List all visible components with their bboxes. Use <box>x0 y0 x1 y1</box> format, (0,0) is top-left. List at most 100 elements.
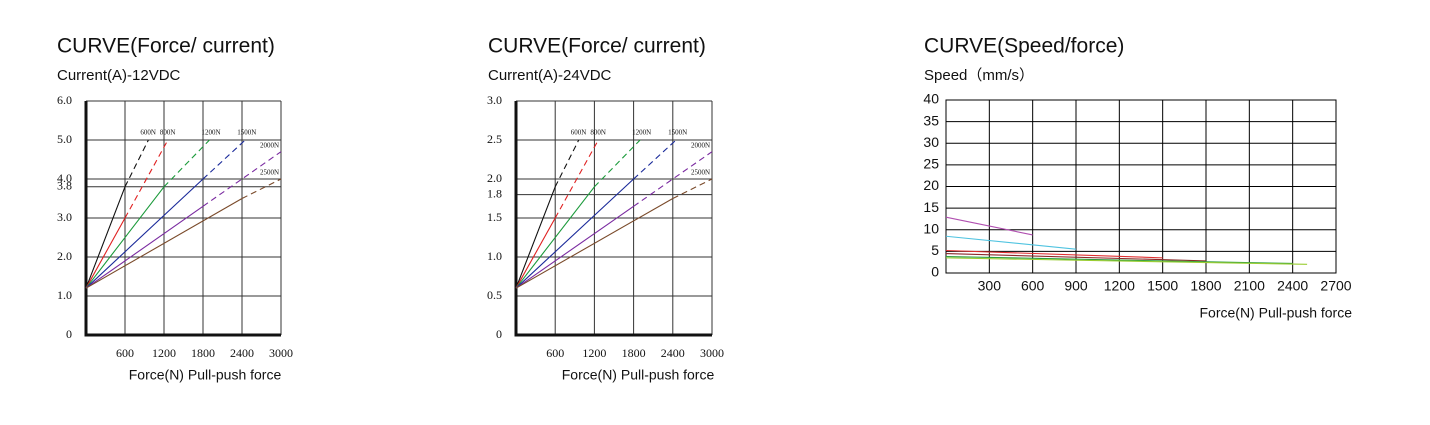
chart: CURVE(Speed/force) Speed（mm/s） Force(N) Pu… <box>923 35 1352 321</box>
series-line <box>163 139 210 188</box>
series-line <box>515 186 595 289</box>
x-axis-label: Force(N) Pull-push force <box>129 367 282 383</box>
series-line <box>85 205 204 289</box>
x-tick-label: 600 <box>1021 278 1045 294</box>
series-line <box>945 235 1077 250</box>
y-tick-label: 0 <box>931 264 939 280</box>
series-label: 2000N <box>691 141 710 149</box>
chart-title: CURVE(Force/ current) <box>488 35 706 58</box>
chart: CURVE(Force/ current) Current(A)-12VDC For… <box>57 35 293 383</box>
chart-subtitle: Speed（mm/s） <box>924 67 1034 84</box>
series-line <box>202 139 246 180</box>
series-line <box>85 186 165 289</box>
series-label: 2000N <box>260 141 279 149</box>
y-tick-label: 2.0 <box>487 171 502 185</box>
series-line <box>945 216 1033 236</box>
x-tick-label: 600 <box>546 346 564 360</box>
series-line <box>124 139 149 188</box>
y-tick-label: 20 <box>923 177 939 193</box>
y-tick-label: 3.0 <box>487 93 502 107</box>
series-label: 1500N <box>668 129 687 137</box>
chart: CURVE(Force/ current) Current(A)-24VDC For… <box>487 35 724 383</box>
series-line <box>633 151 713 207</box>
x-tick-label: 3000 <box>269 346 293 360</box>
series-line <box>515 217 556 289</box>
series-label: 1200N <box>202 129 221 137</box>
x-tick-label: 2100 <box>1234 278 1265 294</box>
x-tick-label: 1200 <box>152 346 176 360</box>
series-line <box>945 256 1293 265</box>
chart-title: CURVE(Force/ current) <box>57 35 275 58</box>
x-tick-label: 2400 <box>661 346 685 360</box>
series-label: 600N <box>140 129 156 137</box>
series-line <box>945 257 1308 265</box>
x-tick-label: 1800 <box>1190 278 1221 294</box>
y-tick-label: 3.8 <box>57 179 72 193</box>
series-line <box>202 151 282 207</box>
y-tick-label: 15 <box>923 199 939 215</box>
y-tick-label: 0 <box>496 327 502 341</box>
x-tick-label: 3000 <box>700 346 724 360</box>
series-label: 1500N <box>237 129 256 137</box>
series-line <box>515 178 634 289</box>
series-label: 800N <box>160 129 176 137</box>
series-line <box>554 139 599 219</box>
y-tick-label: 2.5 <box>487 132 502 146</box>
x-tick-label: 900 <box>1064 278 1088 294</box>
series-label: 600N <box>571 129 587 137</box>
series-line <box>554 139 580 188</box>
series-line <box>124 139 169 219</box>
y-tick-label: 2.0 <box>57 249 72 263</box>
y-tick-label: 40 <box>923 91 939 107</box>
series-line <box>515 205 634 289</box>
x-tick-label: 1200 <box>582 346 606 360</box>
y-tick-label: 5 <box>931 242 939 258</box>
y-tick-label: 1.0 <box>487 249 502 263</box>
x-tick-label: 1800 <box>191 346 215 360</box>
series-line <box>85 198 243 289</box>
y-tick-label: 0.5 <box>487 288 502 302</box>
x-tick-label: 1500 <box>1147 278 1178 294</box>
series-label: 2500N <box>691 169 710 177</box>
chart-subtitle: Current(A)-12VDC <box>57 67 181 84</box>
series-line <box>85 178 204 289</box>
series-line <box>672 178 713 199</box>
y-tick-label: 4.0 <box>57 171 72 185</box>
y-tick-label: 1.0 <box>57 288 72 302</box>
y-tick-label: 1.5 <box>487 210 502 224</box>
series-label: 800N <box>590 129 606 137</box>
x-tick-label: 1200 <box>1104 278 1135 294</box>
series-line <box>945 252 1207 262</box>
x-axis-label: Force(N) Pull-push force <box>1200 305 1353 321</box>
y-tick-label: 0 <box>66 327 72 341</box>
plot-frame <box>945 99 1337 274</box>
series-line <box>85 186 126 289</box>
series-line <box>85 217 126 289</box>
x-tick-label: 300 <box>978 278 1002 294</box>
y-tick-label: 35 <box>923 112 939 128</box>
x-tick-label: 1800 <box>622 346 646 360</box>
series-label: 2500N <box>260 169 279 177</box>
y-tick-label: 3.0 <box>57 210 72 224</box>
y-tick-label: 1.8 <box>487 186 502 200</box>
series-line <box>515 198 674 289</box>
series-line <box>515 186 556 289</box>
y-tick-label: 6.0 <box>57 93 72 107</box>
series-line <box>594 139 641 188</box>
series-line <box>633 139 677 180</box>
x-axis-label: Force(N) Pull-push force <box>562 367 715 383</box>
x-tick-label: 2400 <box>230 346 254 360</box>
y-tick-label: 30 <box>923 134 939 150</box>
y-tick-label: 5.0 <box>57 132 72 146</box>
x-tick-label: 2400 <box>1277 278 1308 294</box>
x-tick-label: 2700 <box>1320 278 1351 294</box>
y-tick-label: 10 <box>923 220 939 236</box>
x-tick-label: 600 <box>116 346 134 360</box>
y-tick-label: 25 <box>923 156 939 172</box>
chart-title: CURVE(Speed/force) <box>924 35 1124 58</box>
series-label: 1200N <box>632 129 651 137</box>
series-line <box>945 249 1163 259</box>
series-line <box>241 178 282 199</box>
chart-subtitle: Current(A)-24VDC <box>488 67 612 84</box>
